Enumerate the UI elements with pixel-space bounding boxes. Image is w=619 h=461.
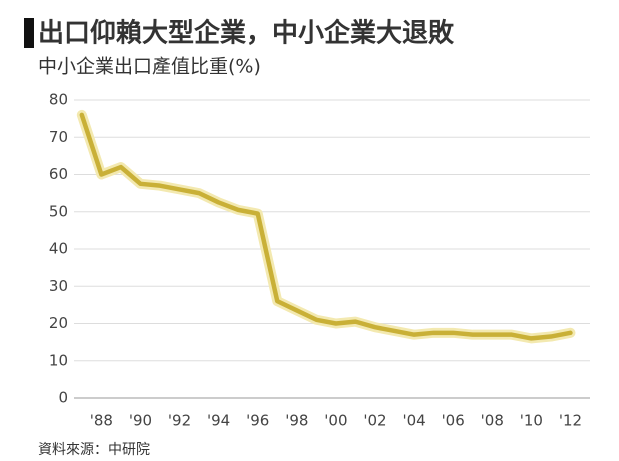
x-tick-label: '02 (363, 412, 386, 430)
line (79, 112, 573, 341)
y-tick-label: 60 (49, 165, 68, 183)
y-tick-label: 20 (49, 314, 68, 332)
x-tick-label: '94 (207, 412, 230, 430)
y-tick-label: 10 (49, 351, 68, 369)
chart-title: 出口仰賴大型企業，中小企業大退敗 (38, 18, 455, 49)
x-tick-label: '12 (559, 412, 582, 430)
y-tick-label: 70 (49, 128, 68, 146)
chart-subtitle: 中小企業出口產值比重(%) (38, 56, 261, 78)
x-tick-label: '98 (285, 412, 308, 430)
x-tick-label: '06 (442, 412, 465, 430)
x-tick-label: '04 (402, 412, 425, 430)
x-tick-label: '08 (481, 412, 504, 430)
source: 資料來源：中研院 (38, 442, 150, 458)
x-tick-label: '00 (324, 412, 347, 430)
y-tick-label: 0 (58, 389, 68, 407)
y-tick-label: 40 (49, 240, 68, 258)
y-tick-label: 30 (49, 277, 68, 295)
x-tick-label: '88 (90, 412, 113, 430)
title-bar (24, 18, 34, 48)
y-tick-label: 80 (49, 91, 68, 109)
x-tick-label: '90 (129, 412, 152, 430)
line-glow (76, 109, 576, 344)
x-tick-label: '96 (246, 412, 269, 430)
x-tick-label: '92 (168, 412, 191, 430)
y-tick-label: 50 (49, 202, 68, 220)
x-tick-label: '10 (520, 412, 543, 430)
